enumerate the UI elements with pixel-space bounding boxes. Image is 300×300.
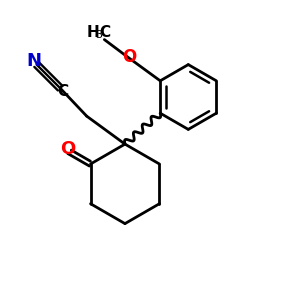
Text: C: C — [99, 25, 110, 40]
Text: C: C — [58, 84, 69, 99]
Text: H: H — [87, 25, 100, 40]
Text: 3: 3 — [95, 30, 102, 40]
Text: O: O — [60, 140, 75, 158]
Text: O: O — [122, 48, 136, 66]
Text: N: N — [26, 52, 41, 70]
